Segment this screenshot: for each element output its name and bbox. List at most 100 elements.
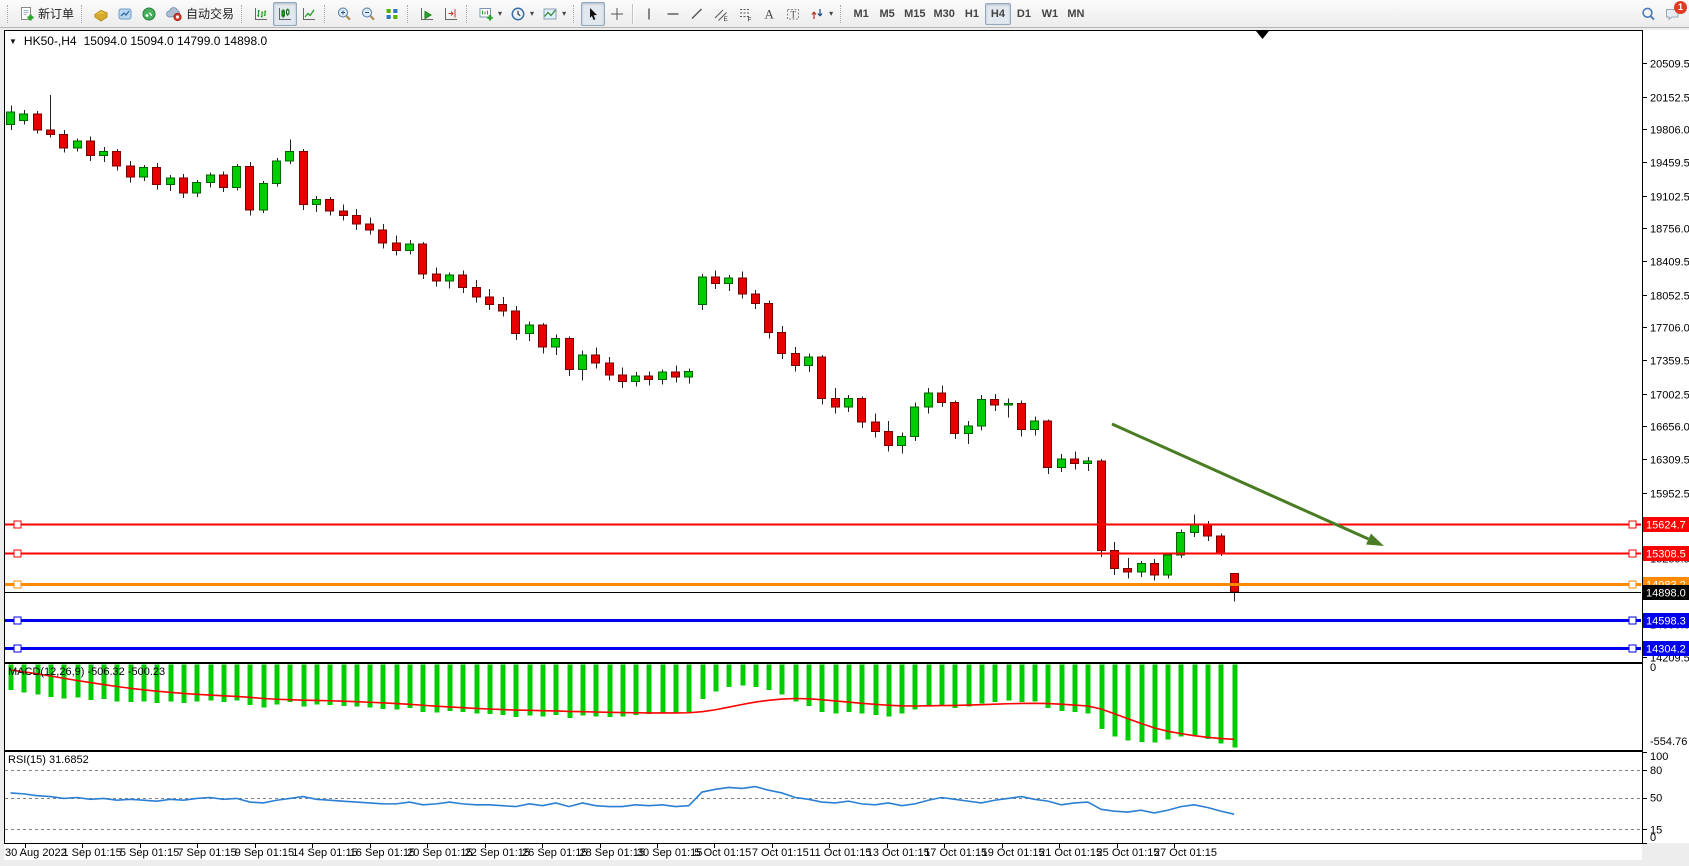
chat-button[interactable]: 1: [1660, 0, 1687, 26]
rsi-axis-label: 80: [1650, 765, 1662, 777]
market-watch-button[interactable]: [89, 2, 113, 26]
macd-histogram-bar: [1218, 664, 1224, 744]
macd-histogram-bar: [992, 664, 998, 702]
chart-shift-button[interactable]: [439, 2, 463, 26]
hline-handle[interactable]: [13, 616, 22, 625]
candle-body: [432, 273, 441, 282]
candle-body: [299, 151, 308, 205]
timeframe-h1-button[interactable]: H1: [959, 3, 985, 25]
hline-handle[interactable]: [1628, 520, 1637, 529]
hline-handle[interactable]: [13, 549, 22, 558]
macd-histogram-bar: [128, 664, 134, 702]
dropdown-caret-icon: ▾: [829, 9, 834, 18]
macd-histogram-bar: [846, 664, 852, 712]
hline-handle[interactable]: [1628, 580, 1637, 589]
chart-profiles-button[interactable]: ▾: [538, 2, 570, 26]
price-label-text: 15308.5: [1646, 549, 1686, 561]
vertical-line-tool-button[interactable]: [637, 2, 661, 26]
hline-handle[interactable]: [13, 520, 22, 529]
channel-tool-button[interactable]: E: [709, 2, 733, 26]
candle-body: [352, 215, 361, 225]
macd-histogram-bar: [181, 664, 187, 703]
candle-body: [1216, 535, 1225, 554]
search-button[interactable]: [1636, 2, 1660, 26]
auto-scroll-button[interactable]: [415, 2, 439, 26]
macd-histogram-bar: [460, 664, 466, 712]
crosshair-tool-button[interactable]: [605, 2, 629, 26]
signals-button[interactable]: [137, 2, 161, 26]
timeframe-m30-button[interactable]: M30: [930, 3, 959, 25]
text-tool-button[interactable]: A: [757, 2, 781, 26]
periods-clock-button[interactable]: ▾: [506, 2, 538, 26]
hline-handle[interactable]: [13, 644, 22, 653]
fibonacci-tool-button[interactable]: F: [733, 2, 757, 26]
rsi-axis-label: 15: [1650, 824, 1662, 836]
candle-body: [538, 324, 547, 348]
new-order-button[interactable]: 新订单: [15, 2, 78, 26]
timeframe-m1-button[interactable]: M1: [848, 3, 874, 25]
line-chart-mode-button[interactable]: [297, 2, 321, 26]
price-axis-background[interactable]: [1643, 30, 1689, 843]
text-label-tool-button[interactable]: T: [781, 2, 805, 26]
timeframe-w1-button[interactable]: W1: [1037, 3, 1063, 25]
trendline-tool-button[interactable]: [685, 2, 709, 26]
candle-body: [272, 160, 281, 185]
new-chart-button[interactable]: ▾: [474, 2, 506, 26]
time-axis-label: 30 Aug 2022: [5, 847, 67, 859]
time-axis-background[interactable]: [4, 844, 1642, 860]
hline-handle[interactable]: [1628, 644, 1637, 653]
macd-histogram-bar: [367, 664, 373, 708]
time-axis-label: 7 Oct 01:15: [752, 847, 809, 859]
timeframe-d1-button[interactable]: D1: [1011, 3, 1037, 25]
timeframe-m5-button[interactable]: M5: [874, 3, 900, 25]
time-axis-label: 11 Oct 01:15: [809, 847, 871, 859]
arrows-shapes-icon: [809, 6, 825, 22]
hline-handle[interactable]: [1628, 616, 1637, 625]
svg-text:E: E: [724, 16, 729, 22]
candlestick-mode-button[interactable]: [273, 1, 298, 26]
trend-arrow[interactable]: [1111, 422, 1370, 541]
macd-histogram-bar: [261, 664, 267, 708]
macd-histogram-bar: [553, 664, 559, 715]
macd-histogram-bar: [301, 664, 307, 707]
autotrading-button[interactable]: 自动交易: [161, 2, 238, 26]
chart-shift-marker-icon[interactable]: [1256, 31, 1269, 39]
horizontal-line-tool-button[interactable]: [661, 2, 685, 26]
zoom-out-button[interactable]: [356, 2, 380, 26]
collapse-one-click-icon[interactable]: ▼: [9, 36, 17, 46]
rsi-line: [10, 785, 1235, 815]
candle-body: [658, 371, 667, 381]
toolbar-grip: [840, 4, 845, 23]
zoom-in-button[interactable]: [332, 2, 356, 26]
price-axis-label: 16656.0: [1650, 422, 1689, 434]
data-window-button[interactable]: [113, 2, 137, 26]
trend-arrow-head[interactable]: [1366, 533, 1384, 546]
arrows-tool-button[interactable]: ▾: [805, 2, 837, 26]
hline-handle[interactable]: [1628, 549, 1637, 558]
hline-handle[interactable]: [13, 580, 22, 589]
macd-histogram-bar: [620, 664, 626, 717]
text-icon: A: [761, 6, 777, 22]
macd-histogram-bar: [806, 664, 812, 706]
price-label-text: 14304.2: [1646, 644, 1686, 656]
candle-body: [1137, 563, 1146, 573]
timeframe-h4-button[interactable]: H4: [984, 2, 1011, 25]
candle-body: [764, 302, 773, 334]
candle-body: [551, 337, 560, 348]
candle-body: [472, 286, 481, 298]
timeframe-mn-button[interactable]: MN: [1063, 3, 1089, 25]
macd-histogram-bar: [1205, 664, 1211, 739]
macd-histogram-bar: [380, 664, 386, 709]
timeframe-m15-button[interactable]: M15: [900, 3, 929, 25]
tile-windows-button[interactable]: [380, 2, 404, 26]
candle-body: [1230, 573, 1239, 593]
macd-histogram-bar: [753, 664, 759, 687]
candle-body: [339, 210, 348, 217]
cursor-tool-button[interactable]: [581, 1, 606, 26]
candle-body: [206, 174, 215, 184]
price-axis-label: 18409.5: [1650, 257, 1689, 269]
macd-histogram-bar: [314, 664, 320, 705]
equidistant-channel-icon: E: [713, 6, 729, 22]
candle-body: [6, 111, 15, 125]
bar-chart-mode-button[interactable]: [249, 2, 273, 26]
